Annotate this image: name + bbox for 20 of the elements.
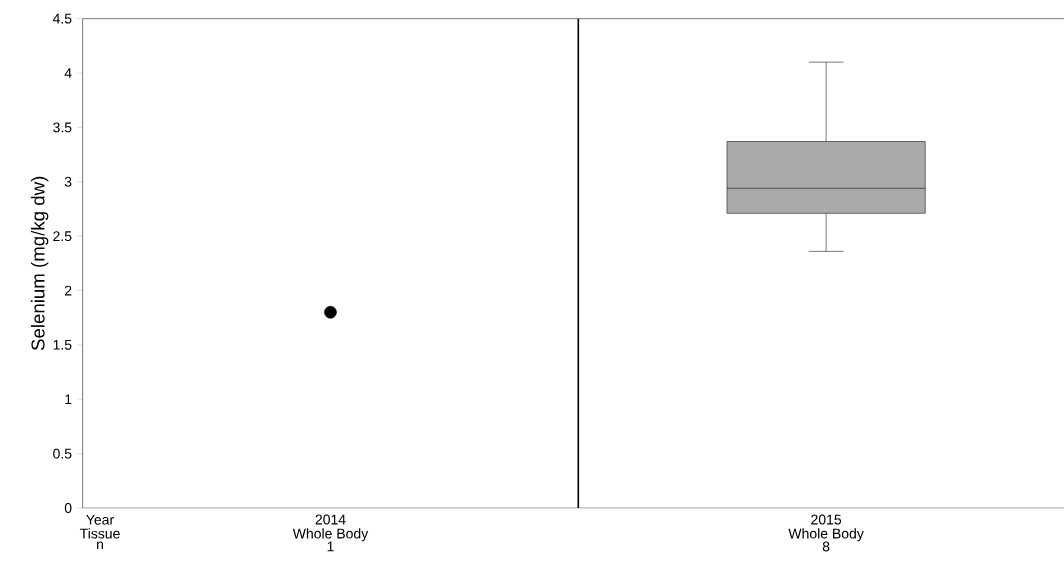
text: Whole Body: [292, 528, 369, 542]
y-tick-label: 3.5: [53, 122, 72, 133]
y-tick-label: 2.5: [53, 231, 72, 242]
text: Tissue: [79, 528, 120, 539]
text: Year: [86, 514, 114, 525]
x-tick-label: 2015: [811, 514, 842, 525]
y-tick-label: 4: [64, 68, 72, 78]
text: 1: [327, 541, 334, 552]
y-tick-label: 0.5: [53, 448, 72, 459]
y-tick-label: 4.5: [52, 13, 72, 24]
y-tick-label: 0: [64, 503, 72, 513]
y-tick-label: 1: [65, 394, 72, 405]
text: 8: [822, 541, 830, 552]
text: n: [97, 541, 103, 550]
y-axis-title: Selenium (mg/kg dw): [30, 176, 49, 351]
y-tick-label: 1.5: [53, 340, 72, 350]
y-tick-label: 3: [64, 176, 72, 187]
text: Whole Body: [788, 528, 864, 542]
x-tick-label: 2014: [315, 514, 346, 525]
y-tick-label: 2: [64, 285, 72, 296]
